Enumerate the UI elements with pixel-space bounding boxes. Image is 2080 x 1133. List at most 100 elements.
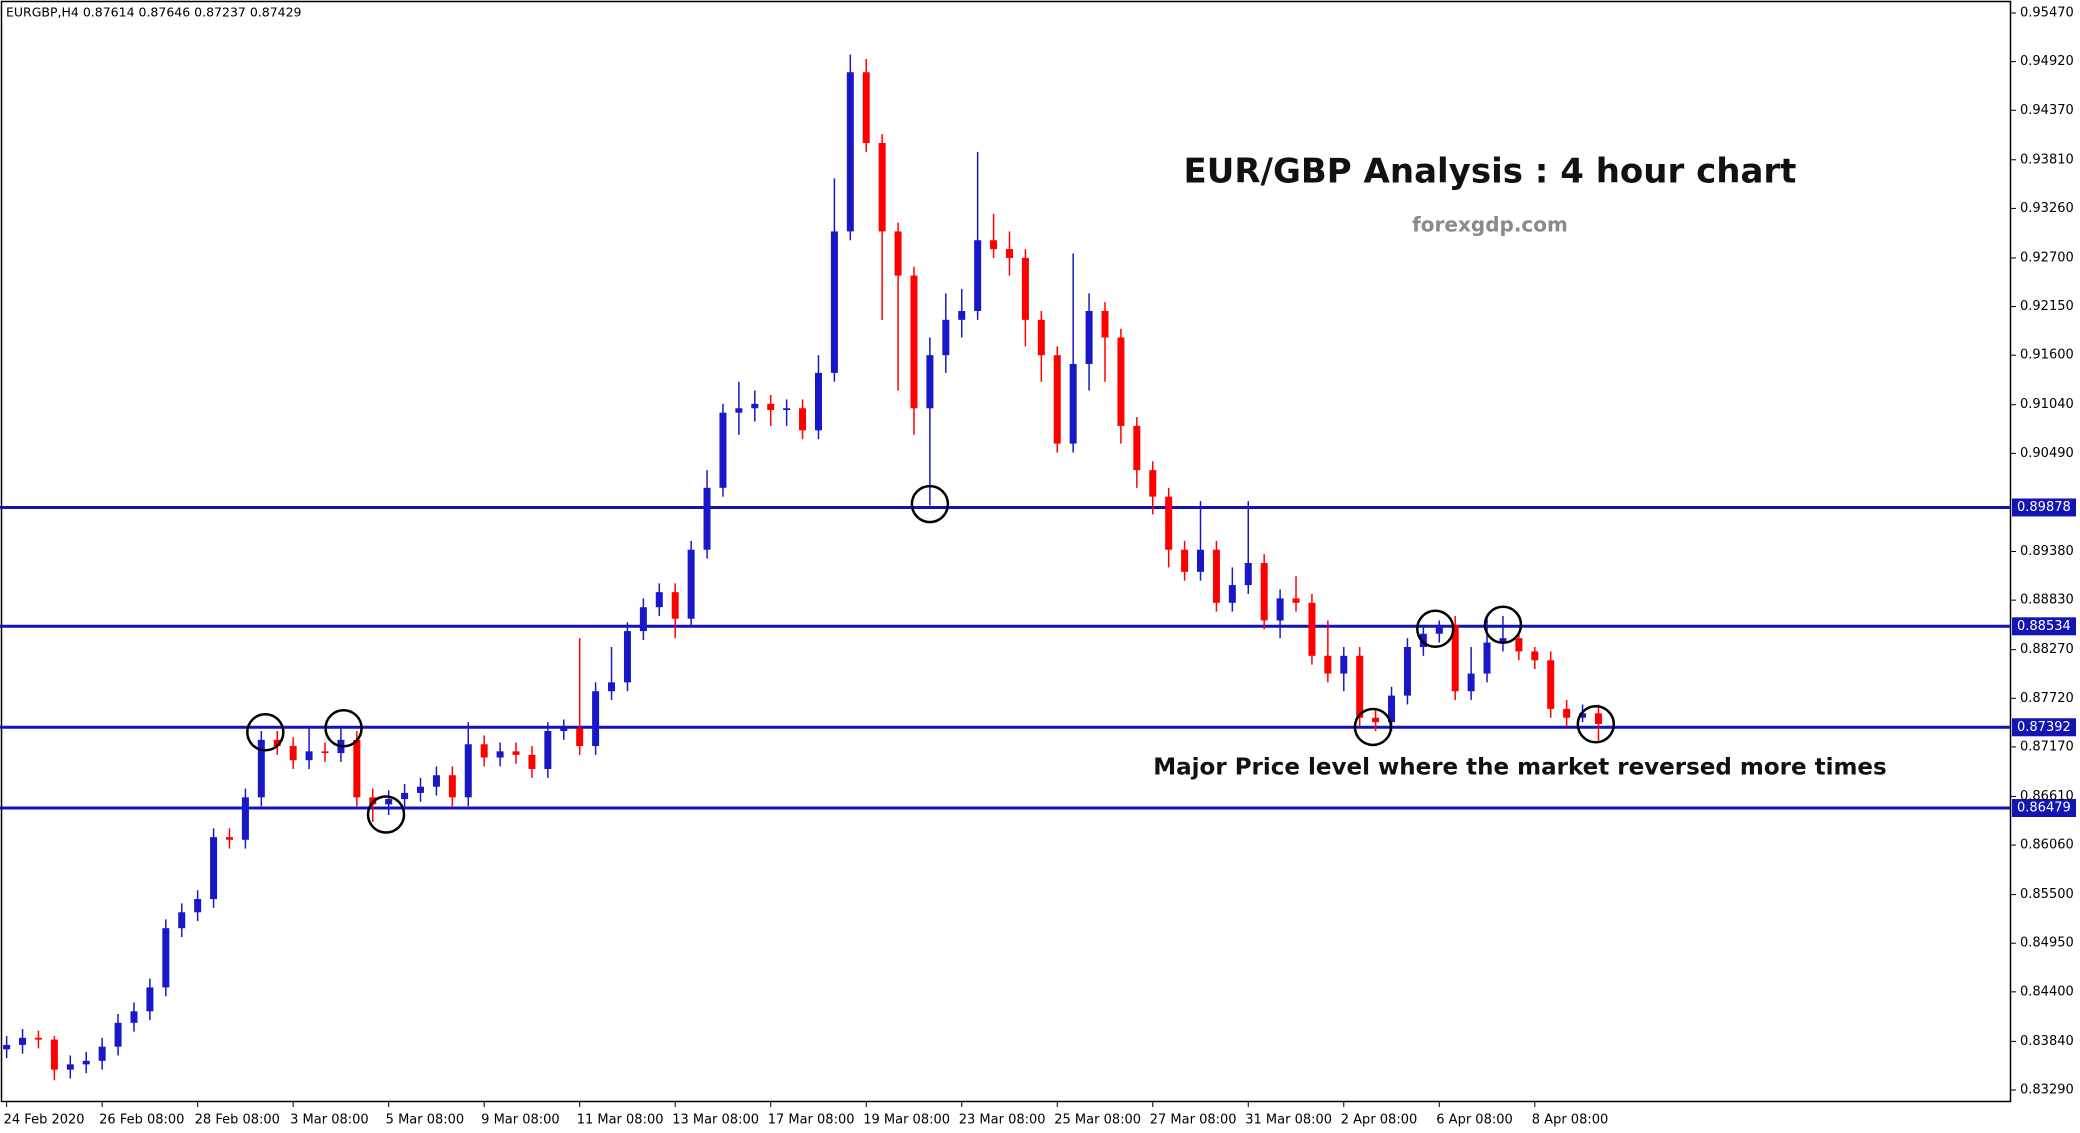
candle-body [512,751,520,755]
y-tick-label: 0.94370 [2020,103,2074,118]
candle-body [98,1046,106,1061]
candle-body [1308,602,1316,656]
level-label-box [2012,617,2076,636]
candle-body [50,1039,58,1070]
candle-body [1021,257,1029,320]
candle-body [114,1022,122,1047]
x-tick-label: 11 Mar 08:00 [577,1113,664,1128]
candle-body [1228,585,1236,603]
candle-body [1133,425,1141,471]
candle-body [1594,713,1602,724]
annotation-circle [366,795,406,834]
candle-body [1101,310,1109,338]
y-tick-label: 0.91040 [2020,397,2074,412]
candle-body [273,739,281,747]
annotation-circle [1416,609,1455,649]
candle-body [464,744,472,798]
candle-body [608,682,616,692]
candle-body [1419,633,1427,647]
candle-body [417,786,425,793]
candle-body [1499,638,1507,643]
annotation-circle [1483,605,1523,645]
x-tick-label: 6 Apr 08:00 [1436,1113,1513,1128]
candle-body [528,754,536,770]
annotation-circles [246,484,1616,834]
candle-body [719,412,727,488]
candle-body [639,607,647,632]
annotation-circle [246,712,285,752]
candle-body [1181,549,1189,572]
candle-body [799,408,807,431]
candle-body [751,403,759,409]
candle-body [1563,708,1571,718]
candle-body [1547,660,1555,709]
candle-body [1388,695,1396,723]
candle-body [1085,310,1093,365]
chart-header: EURGBP,H4 0.87614 0.87646 0.87237 0.8742… [6,5,302,20]
annotation-circle [324,709,363,748]
candle-body [846,72,854,232]
candle-body [432,775,440,787]
candle-body [1515,638,1523,652]
y-tick-label: 0.84950 [2020,936,2074,951]
candle-body [34,1037,42,1040]
candle-body [942,319,950,356]
candles [3,54,1602,1081]
y-tick-label: 0.87720 [2020,691,2074,706]
candle-body [82,1060,90,1065]
candle-body [1244,562,1252,586]
candle-body [1212,549,1220,603]
candle-body [1483,642,1491,674]
x-tick-label: 24 Feb 2020 [4,1113,85,1128]
x-tick-label: 9 Mar 08:00 [481,1113,560,1128]
y-tick-label: 0.85500 [2020,887,2074,902]
candle-body [958,310,966,320]
candle-body [1356,655,1364,718]
x-tick-label: 23 Mar 08:00 [959,1113,1046,1128]
candle-body [592,691,600,747]
candle-body [783,408,791,411]
y-tick-label: 0.93260 [2020,201,2074,216]
x-tick-label: 2 Apr 08:00 [1341,1113,1418,1128]
candle-body [305,751,313,761]
candle-body [1435,624,1443,634]
axis-ticks [6,12,2016,1107]
candle-body [241,797,249,840]
x-tick-label: 26 Feb 08:00 [99,1113,184,1128]
candle-body [480,744,488,758]
candle-body [878,142,886,232]
candle-body [560,728,568,731]
candle-body [257,739,265,798]
candle-body [321,751,329,754]
x-tick-label: 27 Mar 08:00 [1150,1113,1237,1128]
candle-body [1053,355,1061,444]
candle-body [146,987,154,1012]
x-tick-label: 31 Mar 08:00 [1245,1113,1332,1128]
x-tick-label: 19 Mar 08:00 [863,1113,950,1128]
candle-body [1005,249,1013,258]
candle-body [910,275,918,409]
y-tick-label: 0.83840 [2020,1034,2074,1049]
y-tick-label: 0.95470 [2020,6,2074,21]
candle-body [194,899,202,913]
y-tick-label: 0.86060 [2020,838,2074,853]
y-tick-label: 0.88830 [2020,593,2074,608]
y-tick-label: 0.90490 [2020,446,2074,461]
annotation-circle [910,484,950,524]
level-label: 0.86479 [2017,801,2071,816]
candle-body [767,403,775,411]
candle-body [1372,717,1380,723]
y-tick-label: 0.94920 [2020,54,2074,69]
chart-title: EUR/GBP Analysis : 4 hour chart [1184,152,1797,192]
candle-body [544,731,552,770]
candle-body [496,751,504,758]
candle-body [1292,598,1300,603]
candle-body [162,928,170,988]
candle-body [1276,598,1284,621]
candle-body [1403,646,1411,696]
candle-body [735,408,743,413]
candle-body [1117,337,1125,426]
